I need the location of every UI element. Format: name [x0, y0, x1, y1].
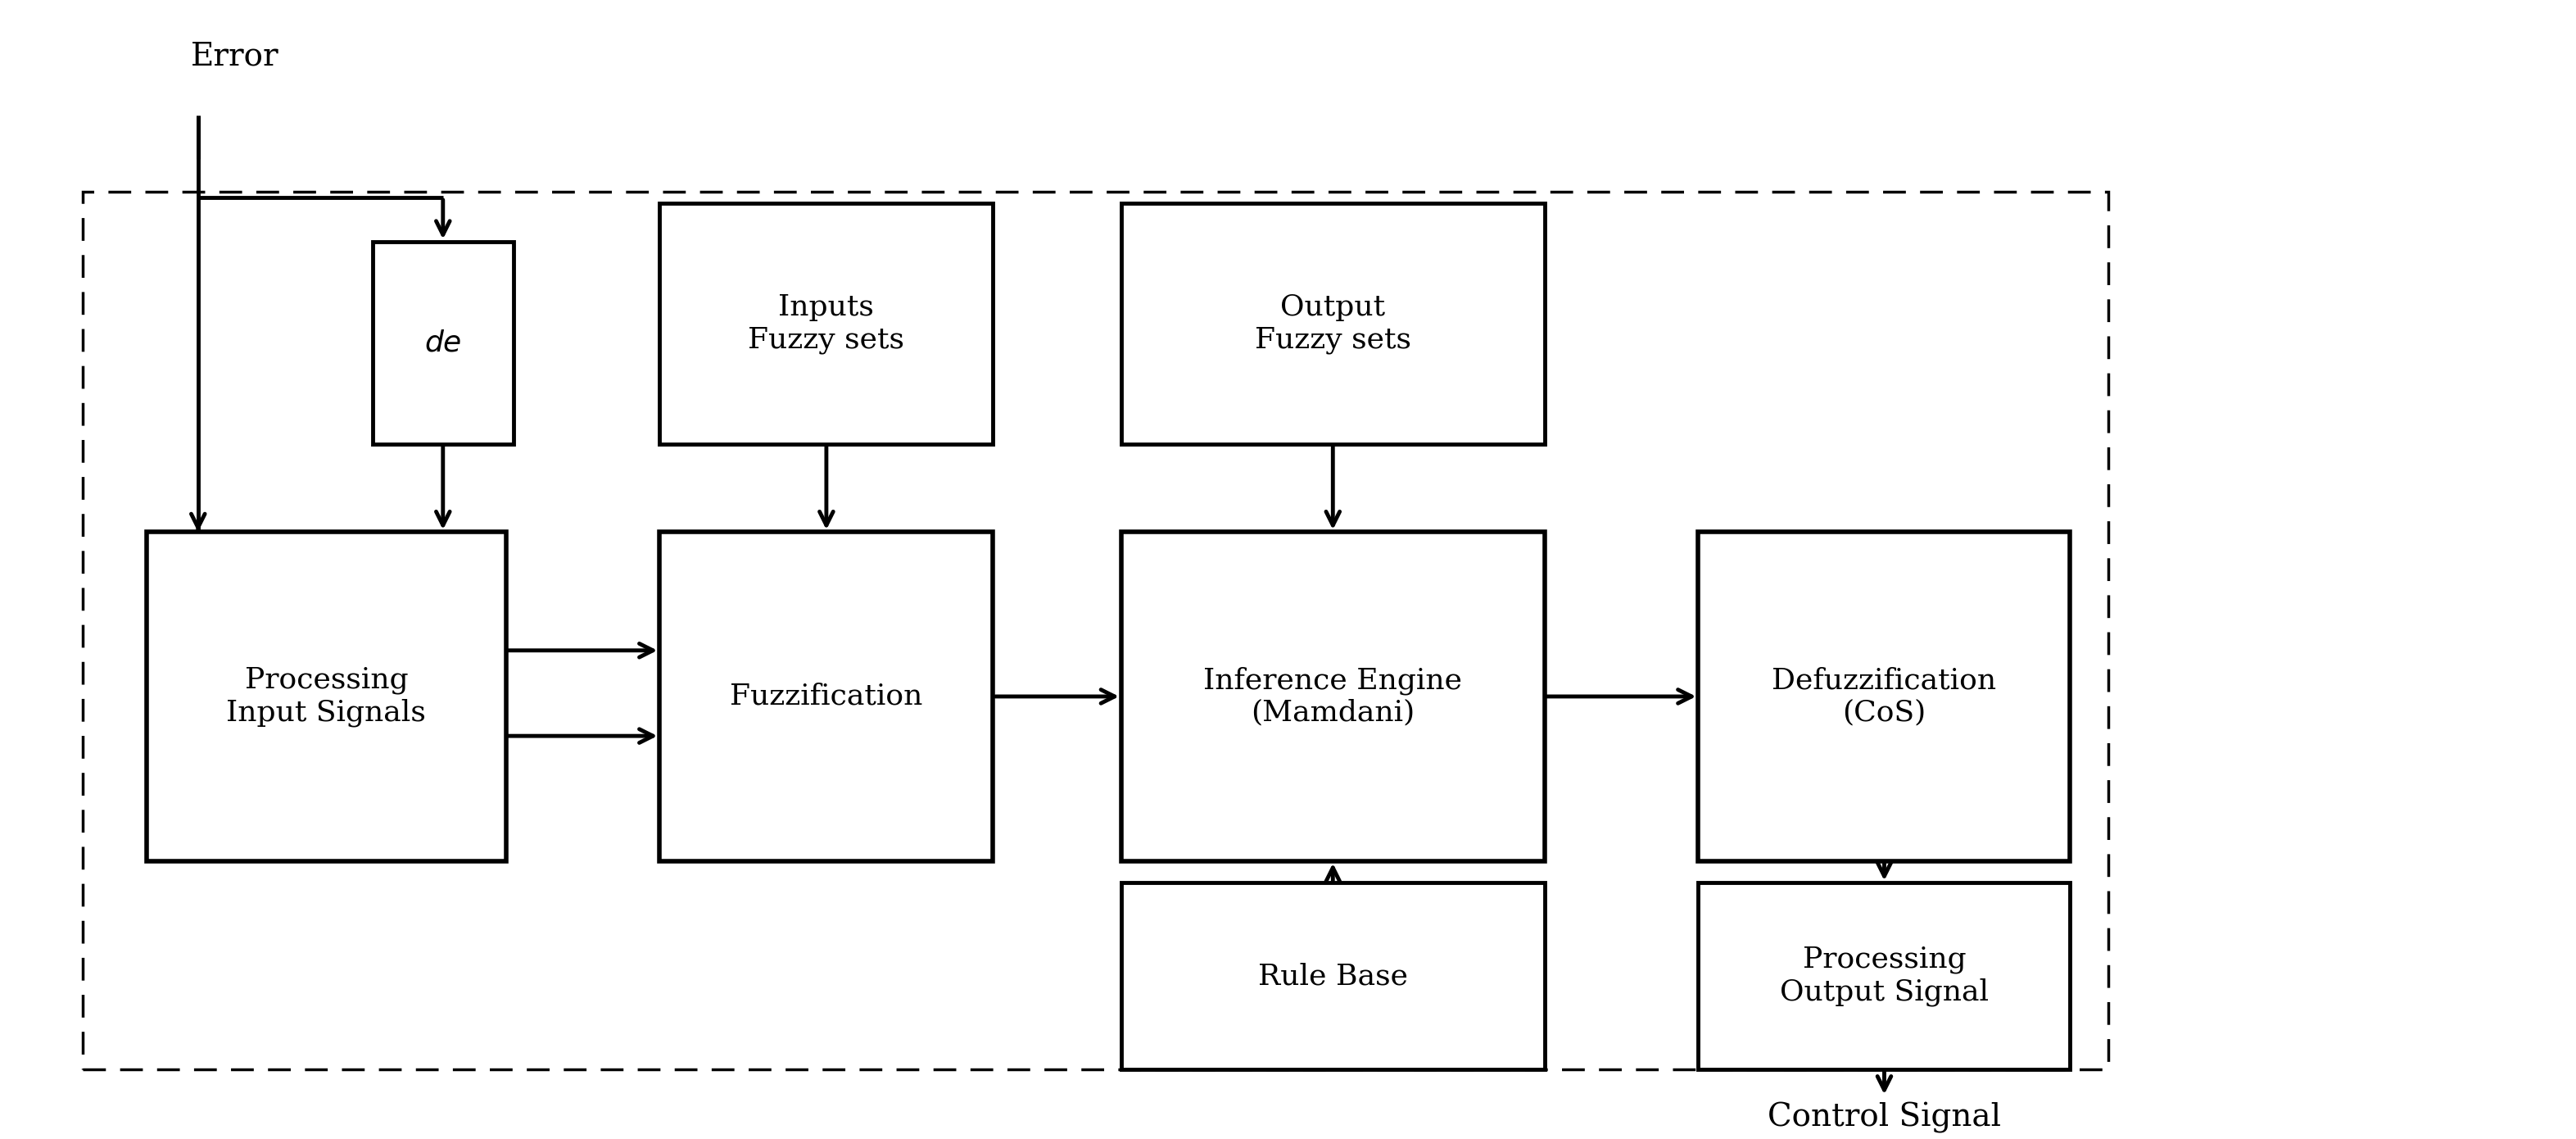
Text: Processing
Output Signal: Processing Output Signal	[1780, 945, 1989, 1007]
Bar	[659, 203, 994, 444]
Text: Inference Engine
(Mamdani): Inference Engine (Mamdani)	[1203, 666, 1463, 727]
Bar	[659, 532, 994, 861]
Text: $de$: $de$	[425, 329, 461, 357]
Bar	[147, 532, 505, 861]
Text: Defuzzification
(CoS): Defuzzification (CoS)	[1772, 666, 1996, 727]
Text: Inputs
Fuzzy sets: Inputs Fuzzy sets	[747, 294, 904, 354]
Bar	[1698, 532, 2071, 861]
Bar	[374, 241, 513, 444]
Text: Fuzzification: Fuzzification	[729, 682, 922, 711]
Bar	[82, 192, 2110, 1070]
Text: Error: Error	[191, 41, 278, 72]
Text: Rule Base: Rule Base	[1257, 962, 1409, 990]
Bar	[1121, 532, 1546, 861]
Bar	[1698, 883, 2071, 1070]
Text: Output
Fuzzy sets: Output Fuzzy sets	[1255, 294, 1412, 354]
Bar	[1121, 203, 1546, 444]
Text: Processing
Input Signals: Processing Input Signals	[227, 666, 425, 727]
Text: Control Signal: Control Signal	[1767, 1103, 2002, 1133]
Bar	[1121, 883, 1546, 1070]
